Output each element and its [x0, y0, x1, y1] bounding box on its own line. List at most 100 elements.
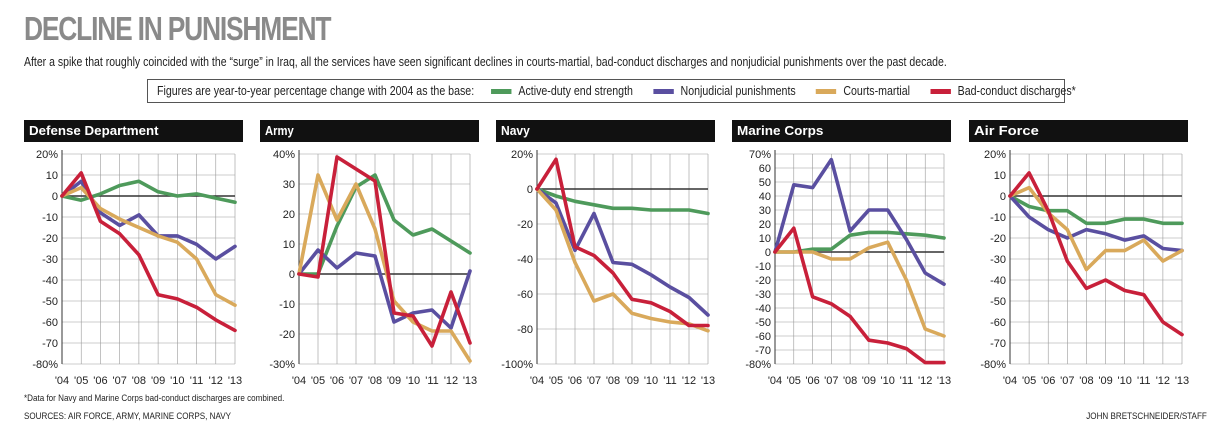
marine-corps-line-bad-conduct [773, 226, 946, 365]
legend-item-bad-conduct: Bad-conduct discharges* [930, 84, 1076, 98]
footnote: *Data for Navy and Marine Corps bad-cond… [24, 393, 285, 404]
army-ytick-label: 20 [283, 209, 295, 221]
marine-corps-ytick-label: 60 [759, 163, 771, 175]
air-force-xtick-label: '11 [1137, 375, 1151, 387]
defense-department-ytick-label: -40 [42, 275, 58, 287]
army-xtick-label: '07 [349, 375, 363, 387]
marine-corps-ytick-label: -10 [755, 261, 771, 273]
air-force-xtick-label: '06 [1041, 375, 1055, 387]
air-force-ytick-label: 0 [1000, 191, 1006, 203]
air-force-xtick-label: '07 [1060, 375, 1074, 387]
army-line-end-strength [297, 173, 472, 276]
navy-xtick-label: '04 [530, 375, 544, 387]
navy-xtick-label: '11 [663, 375, 677, 387]
marine-corps-ytick-label: 30 [759, 205, 771, 217]
army-ytick-label: -10 [279, 299, 295, 311]
air-force-ytick-label: -40 [990, 275, 1006, 287]
navy-ytick-label: 20% [511, 149, 533, 161]
air-force-ytick-label: -20 [990, 233, 1006, 245]
army-xtick-label: '06 [330, 375, 344, 387]
navy-xtick-label: '09 [625, 375, 639, 387]
defense-department-ytick-label: 20% [36, 149, 58, 161]
navy-ytick-label: -60 [517, 289, 533, 301]
defense-department-title: Defense Department [29, 124, 159, 138]
defense-department-xtick-label: '10 [170, 375, 184, 387]
air-force-xtick-label: '08 [1079, 375, 1093, 387]
marine-corps-xtick-label: '12 [918, 375, 932, 387]
army-xtick-label: '08 [368, 375, 382, 387]
marine-corps-xtick-label: '10 [880, 375, 894, 387]
army-xtick-label: '09 [387, 375, 401, 387]
air-force-line-end-strength [1008, 194, 1184, 226]
army-xtick-label: '10 [406, 375, 420, 387]
air-force-ytick-label: -70 [990, 338, 1006, 350]
defense-department-ytick-label: 0 [52, 191, 58, 203]
air-force-ytick-label: 10 [994, 170, 1006, 182]
marine-corps-header [732, 120, 951, 142]
navy-ytick-label: -80 [517, 324, 533, 336]
army-xtick-label: '12 [444, 375, 458, 387]
army-xtick-label: '05 [311, 375, 325, 387]
navy-ytick-label: 0 [527, 184, 533, 196]
air-force-ytick-label: -10 [990, 212, 1006, 224]
marine-corps-ytick-label: 40 [759, 191, 771, 203]
army-ytick-label: 40% [273, 149, 295, 161]
legend-swatch-bad-conduct [930, 88, 951, 94]
marine-corps-ytick-label: 70% [749, 149, 771, 161]
defense-department-xtick-label: '09 [151, 375, 165, 387]
defense-department-ytick-label: -50 [42, 296, 58, 308]
army-line-bad-conduct [297, 155, 472, 348]
marine-corps-ytick-label: -30 [755, 289, 771, 301]
legend-label-courts-martial: Courts-martial [843, 84, 911, 98]
air-force-xtick-label: '09 [1098, 375, 1112, 387]
defense-department-header [24, 120, 243, 142]
air-force-line-courts-martial [1008, 185, 1184, 272]
marine-corps-xtick-label: '08 [843, 375, 857, 387]
army-ytick-label: -20 [279, 329, 295, 341]
defense-department-xtick-label: '04 [55, 375, 69, 387]
air-force-line-bad-conduct [1008, 171, 1184, 337]
marine-corps-ytick-label: -40 [755, 303, 771, 315]
defense-department-ytick-label: -80% [32, 359, 58, 371]
army-ytick-label: 0 [289, 269, 295, 281]
navy-ytick-label: -40 [517, 254, 533, 266]
navy-xtick-label: '10 [644, 375, 658, 387]
legend-item-nonjudicial: Nonjudicial punishments [653, 84, 796, 98]
marine-corps-line-courts-martial [773, 240, 946, 338]
defense-department-ytick-label: -70 [42, 338, 58, 350]
navy-ytick-label: -100% [501, 359, 533, 371]
marine-corps-ytick-label: -70 [755, 345, 771, 357]
marine-corps-ytick-label: 20 [759, 219, 771, 231]
marine-corps-ytick-label: -20 [755, 275, 771, 287]
marine-corps-xtick-label: '11 [900, 375, 914, 387]
defense-department-ytick-label: 10 [46, 170, 58, 182]
page-subtitle: After a spike that roughly coincided wit… [24, 55, 947, 69]
legend-inner: Figures are year-to-year percentage chan… [157, 84, 1096, 98]
army-xtick-label: '13 [463, 375, 477, 387]
air-force-title: Air Force [974, 124, 1039, 138]
navy-line-bad-conduct [535, 157, 710, 328]
sources: SOURCES: AIR FORCE, ARMY, MARINE CORPS, … [24, 411, 232, 422]
marine-corps-ytick-label: 10 [759, 233, 771, 245]
marine-corps-ytick-label: -50 [755, 317, 771, 329]
legend-label-nonjudicial: Nonjudicial punishments [680, 84, 796, 98]
defense-department-xtick-label: '05 [74, 375, 88, 387]
defense-department-ytick-label: -20 [42, 233, 58, 245]
navy-line-courts-martial [535, 187, 710, 333]
marine-corps-title: Marine Corps [737, 124, 823, 138]
defense-department-xtick-label: '08 [132, 375, 146, 387]
navy-title: Navy [501, 124, 530, 138]
marine-corps-xtick-label: '07 [824, 375, 838, 387]
defense-department-xtick-label: '07 [112, 375, 126, 387]
legend-swatch-courts-martial [816, 88, 837, 94]
legend-item-courts-martial: Courts-martial [816, 84, 910, 98]
marine-corps-xtick-label: '06 [805, 375, 819, 387]
army-ytick-label: -30% [269, 359, 295, 371]
legend: Figures are year-to-year percentage chan… [147, 79, 1076, 103]
air-force-ytick-label: -80% [980, 359, 1006, 371]
air-force-ytick-label: -60 [990, 317, 1006, 329]
legend-note: Figures are year-to-year percentage chan… [157, 84, 475, 98]
defense-department-ytick-label: -10 [42, 212, 58, 224]
marine-corps-xtick-label: '09 [862, 375, 876, 387]
